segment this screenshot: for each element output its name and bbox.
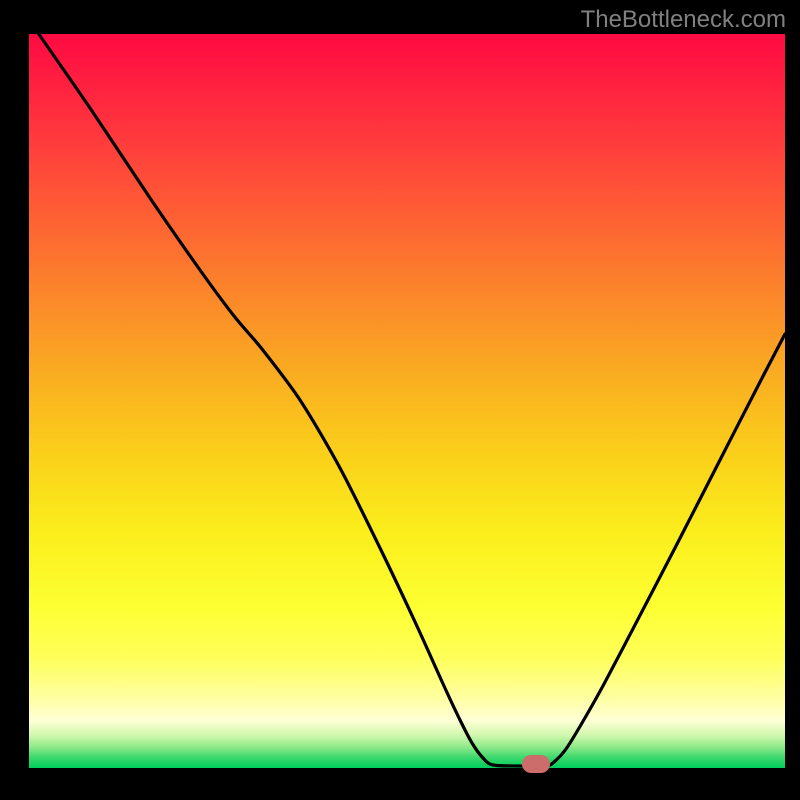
curve-layer [0, 0, 800, 800]
chart-container: { "canvas": { "width": 800, "height": 80… [0, 0, 800, 800]
bottleneck-curve [29, 20, 785, 766]
watermark-label: TheBottleneck.com [581, 6, 786, 34]
minimum-marker [522, 755, 550, 773]
